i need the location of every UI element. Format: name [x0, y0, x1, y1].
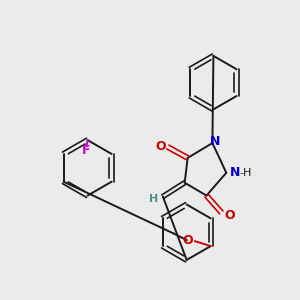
Text: H: H	[149, 194, 159, 203]
Text: O: O	[224, 209, 235, 222]
Text: O: O	[183, 234, 193, 247]
Text: F: F	[82, 143, 91, 157]
Text: -H: -H	[240, 168, 252, 178]
Text: N: N	[210, 135, 220, 148]
Text: N: N	[230, 166, 240, 179]
Text: O: O	[156, 140, 166, 152]
